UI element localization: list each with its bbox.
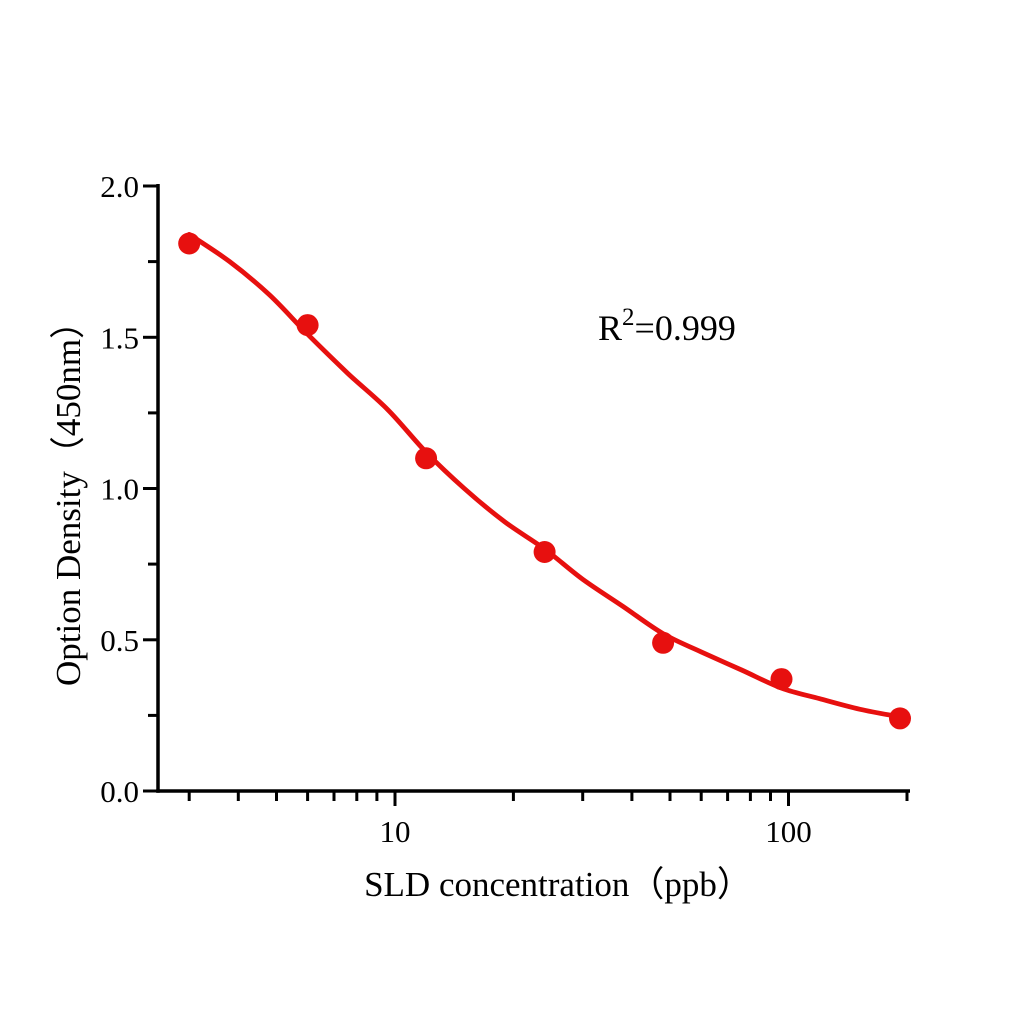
x-axis-label: SLD concentration（ppb） — [364, 865, 752, 904]
data-point-marker — [770, 668, 793, 691]
data-point-marker — [415, 447, 438, 470]
y-tick-label: 0.5 — [100, 623, 139, 658]
y-tick-label: 1.5 — [100, 320, 139, 355]
y-tick-label: 0.0 — [100, 774, 139, 809]
y-tick-label: 1.0 — [100, 472, 139, 507]
y-axis-label: Option Density（450nm） — [49, 304, 88, 686]
x-tick-label: 100 — [765, 814, 812, 849]
r-squared-superscript: 2 — [622, 304, 635, 331]
data-point-marker — [889, 707, 911, 730]
r-squared-annotation: R2=0.999 — [598, 304, 736, 348]
data-point-marker — [296, 314, 319, 337]
x-tick-label: 10 — [380, 814, 411, 849]
data-point-marker — [652, 631, 675, 654]
r-squared-value: =0.999 — [635, 308, 736, 348]
data-point-marker — [533, 541, 556, 563]
r-squared-base: R — [598, 308, 622, 348]
fit-curve-line — [186, 232, 903, 720]
y-tick-label: 2.0 — [100, 169, 139, 204]
data-point-marker — [178, 232, 201, 255]
